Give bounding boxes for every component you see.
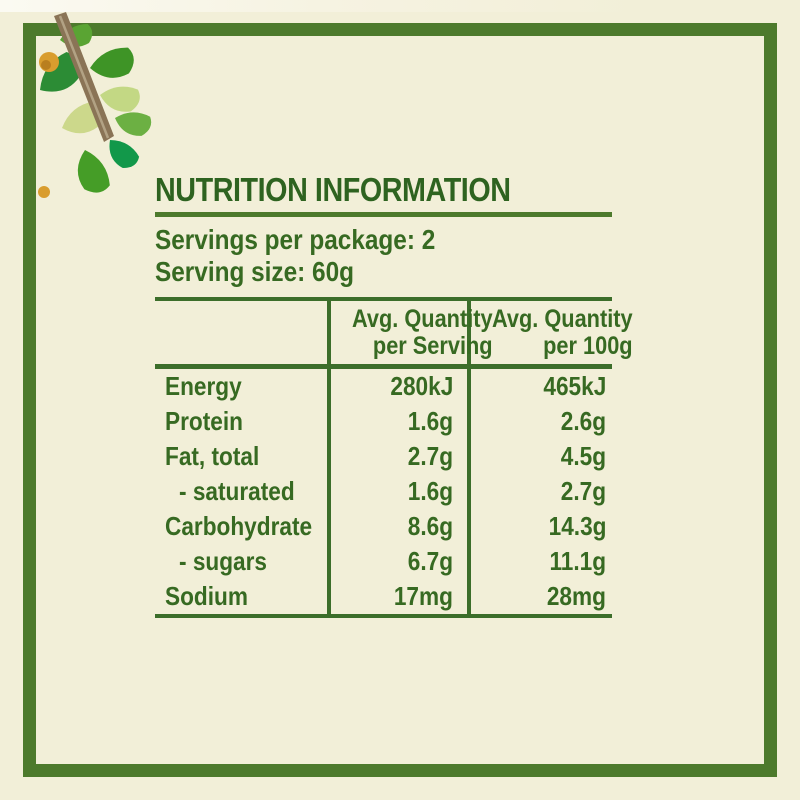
table-row-sodium: Sodium 17mg 28mg xyxy=(155,579,612,614)
table-row-carbohydrate: Carbohydrate 8.6g 14.3g xyxy=(155,509,612,544)
header-per-100g-line1: Avg. Quantity xyxy=(492,305,633,333)
row-label: Protein xyxy=(165,406,243,436)
value-per-100g: 465kJ xyxy=(467,369,612,404)
header-per-serving-line1: Avg. Quantity xyxy=(352,305,493,333)
servings-per-package: Servings per package: 2 xyxy=(155,224,436,255)
table-row-saturated: - saturated 1.6g 2.7g xyxy=(155,474,612,509)
value-per-serving: 280kJ xyxy=(327,369,467,404)
row-label: - sugars xyxy=(179,546,268,576)
value-per-serving: 1.6g xyxy=(327,404,467,439)
table-header-row: Avg. Quantity per Serving Avg. Quantity … xyxy=(155,301,633,369)
leaf-branch-illustration xyxy=(30,12,154,198)
table-row-energy: Energy 280kJ 465kJ xyxy=(155,369,612,404)
twig-icon xyxy=(54,12,114,142)
row-label: - saturated xyxy=(179,476,295,506)
value-per-100g: 4.5g xyxy=(467,439,612,474)
serving-info: Servings per package: 2 Serving size: 60… xyxy=(155,224,612,288)
table-row-protein: Protein 1.6g 2.6g xyxy=(155,404,612,439)
page-title: NUTRITION INFORMATION xyxy=(155,173,612,206)
header-empty-cell xyxy=(155,301,327,364)
value-per-100g: 14.3g xyxy=(467,509,612,544)
serving-size: Serving size: 60g xyxy=(155,256,355,287)
value-per-100g: 28mg xyxy=(467,579,612,614)
table-row-fat-total: Fat, total 2.7g 4.5g xyxy=(155,439,612,474)
header-per-100g: Avg. Quantity per 100g xyxy=(467,301,633,364)
value-per-100g: 2.7g xyxy=(467,474,612,509)
border-frame xyxy=(23,23,777,777)
value-per-serving: 8.6g xyxy=(327,509,467,544)
value-per-100g: 2.6g xyxy=(467,404,612,439)
row-label: Energy xyxy=(165,371,242,401)
berry-icon xyxy=(38,52,59,198)
nutrition-table: Avg. Quantity per Serving Avg. Quantity … xyxy=(155,297,633,618)
value-per-serving: 2.7g xyxy=(327,439,467,474)
value-per-serving: 6.7g xyxy=(327,544,467,579)
title-divider xyxy=(155,212,612,217)
row-label: Carbohydrate xyxy=(165,511,313,541)
page-title-text: NUTRITION INFORMATION xyxy=(155,171,511,208)
header-per-serving-line2: per Serving xyxy=(372,332,493,360)
label-content: NUTRITION INFORMATION Servings per packa… xyxy=(155,173,633,618)
row-label: Sodium xyxy=(165,581,248,611)
value-per-serving: 1.6g xyxy=(327,474,467,509)
table-row-sugars: - sugars 6.7g 11.1g xyxy=(155,544,612,579)
header-per-serving: Avg. Quantity per Serving xyxy=(327,301,493,364)
row-label: Fat, total xyxy=(165,441,260,471)
header-per-100g-line2: per 100g xyxy=(543,332,633,360)
value-per-100g: 11.1g xyxy=(467,544,612,579)
value-per-serving: 17mg xyxy=(327,579,467,614)
